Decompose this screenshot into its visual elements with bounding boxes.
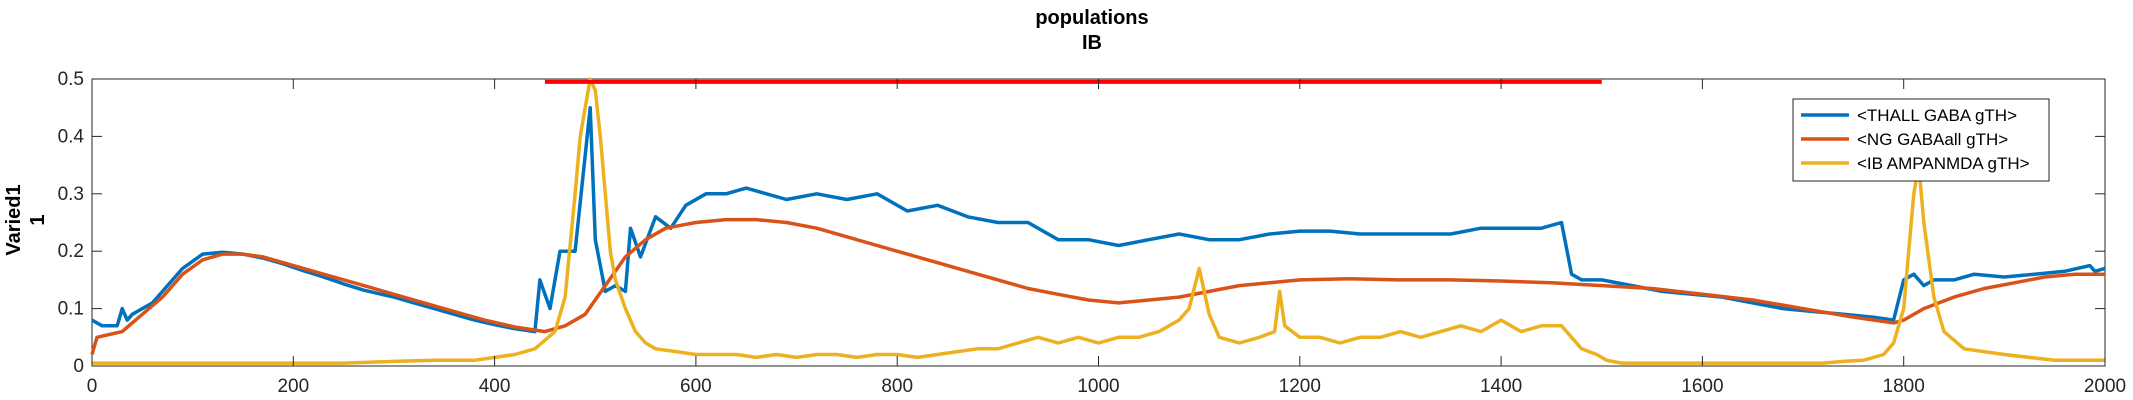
y-tick-label: 0.4 — [58, 126, 85, 147]
y-tick-label: 0 — [73, 356, 84, 377]
chart-title: populations — [1035, 7, 1148, 29]
y-tick-label: 0.3 — [58, 184, 84, 205]
legend-entry: <THALL GABA gTH> — [1857, 106, 2017, 125]
plot-frame — [91, 78, 2106, 367]
legend-entry: <IB AMPANMDA gTH> — [1857, 154, 2030, 173]
y-axis-label-line2: 1 — [27, 214, 49, 225]
y-tick-label: 0.5 — [58, 69, 84, 90]
y-tick-label: 0.2 — [58, 241, 84, 262]
x-tick-label: 1600 — [1681, 376, 1723, 397]
y-axis-label: Varied1 — [3, 184, 25, 255]
x-tick-label: 1200 — [1279, 376, 1321, 397]
series-line-1 — [91, 105, 2106, 334]
x-tick-label: 1400 — [1480, 376, 1522, 397]
y-axis-label-group: Varied1 1 — [3, 184, 49, 255]
x-tick-label: 0 — [87, 376, 98, 397]
x-tick-label: 200 — [277, 376, 309, 397]
legend-entry: <NG GABAall gTH> — [1857, 130, 2008, 149]
plot-area — [90, 77, 2106, 367]
y-tick-label: 0.1 — [58, 299, 84, 320]
x-tick-label: 1000 — [1077, 376, 1119, 397]
chart-subtitle: IB — [1082, 32, 1102, 54]
x-tick-label: 600 — [680, 376, 712, 397]
series-line-2 — [90, 217, 2105, 355]
x-tick-label: 400 — [479, 376, 511, 397]
x-tick-label: 800 — [881, 376, 913, 397]
axis-ticks: 0 200 400 600 800 1000 1200 1400 1600 1800 2000 0 0.… — [58, 69, 2127, 397]
x-tick-label: 1800 — [1883, 376, 1925, 397]
legend: <THALL GABA gTH> <NG GABAall gTH> <IB AMPA… — [1792, 98, 2050, 182]
x-tick-label: 2000 — [2084, 376, 2126, 397]
series-line-3 — [92, 77, 2105, 365]
